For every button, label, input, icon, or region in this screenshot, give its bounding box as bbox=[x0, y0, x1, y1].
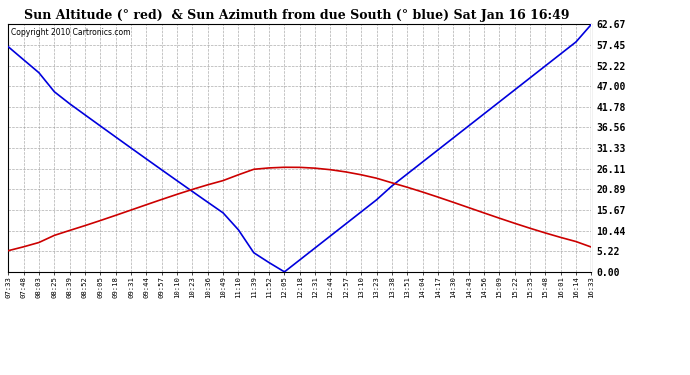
Text: Copyright 2010 Cartronics.com: Copyright 2010 Cartronics.com bbox=[11, 28, 130, 37]
Text: Sun Altitude (° red)  & Sun Azimuth from due South (° blue) Sat Jan 16 16:49: Sun Altitude (° red) & Sun Azimuth from … bbox=[24, 9, 569, 22]
